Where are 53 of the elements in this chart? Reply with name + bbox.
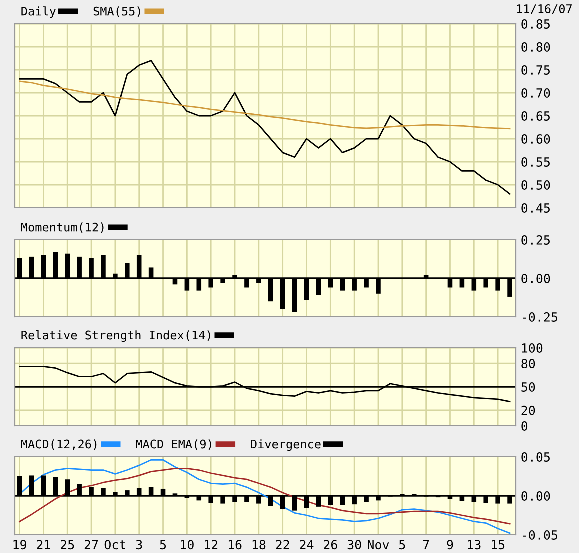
x-tick-label: 10 [181, 540, 194, 550]
legend-label: Daily [22, 6, 56, 18]
y-tick-label: 0.85 [522, 20, 550, 29]
legend-label: Momentum(12) [21, 222, 104, 234]
x-tick-label: Nov [368, 540, 390, 550]
y-tick-label: 0.45 [522, 204, 550, 213]
line-series [19, 468, 511, 525]
x-tick-label: 21 [37, 540, 50, 550]
y-tick-label: 50 [522, 382, 536, 392]
x-tick-label: 9 [447, 540, 454, 550]
x-tick-label: 3 [136, 540, 142, 550]
line-series [19, 459, 511, 534]
x-tick-label: 24 [300, 540, 314, 550]
x-tick-label: 15 [492, 540, 505, 550]
legend-label: Relative Strength Index(14) [22, 330, 210, 342]
y-tick-label: 0 [522, 422, 528, 431]
y-tick-label: -0.05 [523, 530, 558, 540]
y-tick-label: 0.05 [522, 452, 550, 462]
legend-label: MACD EMA(9) [136, 440, 212, 450]
y-tick-label: 0.00 [522, 274, 550, 284]
x-tick-label: 27 [84, 540, 98, 550]
x-tick-label: 25 [61, 540, 74, 550]
x-tick-label: 12 [205, 540, 218, 550]
legend-label: Divergence [251, 440, 321, 452]
x-tick-label: 5 [160, 540, 166, 550]
y-tick-label: 100 [522, 344, 543, 353]
legend-label: MACD(12,26) [21, 440, 97, 450]
x-tick-label: 18 [252, 540, 266, 550]
y-tick-label: 80 [522, 359, 536, 369]
x-tick-label: 19 [14, 540, 26, 550]
y-tick-label: 0.60 [522, 134, 550, 144]
x-tick-label: 7 [423, 540, 430, 550]
y-tick-label: 0.75 [522, 66, 550, 75]
y-tick-label: 0.55 [522, 158, 550, 167]
y-tick-label: 0.65 [522, 112, 550, 121]
y-tick-label: 0.50 [522, 180, 550, 190]
x-tick-label: 13 [468, 540, 481, 550]
x-tick-label: Oct [104, 540, 126, 550]
y-tick-label: 0.25 [522, 236, 550, 245]
y-tick-label: 20 [522, 406, 536, 416]
x-tick-label: 22 [276, 540, 290, 550]
x-tick-label: 16 [228, 540, 242, 550]
y-tick-label: -0.25 [523, 312, 558, 322]
line-series [19, 80, 511, 130]
x-tick-label: 26 [324, 540, 338, 550]
legend-label: SMA(55) [94, 6, 140, 18]
text: 11/16/07 [517, 4, 572, 14]
y-tick-label: 0.70 [522, 88, 550, 98]
x-tick-label: 5 [400, 540, 406, 550]
line-series [19, 60, 511, 195]
y-tick-label: 0.00 [522, 492, 550, 501]
x-tick-label: 30 [348, 540, 362, 550]
y-tick-label: 0.80 [522, 42, 550, 52]
